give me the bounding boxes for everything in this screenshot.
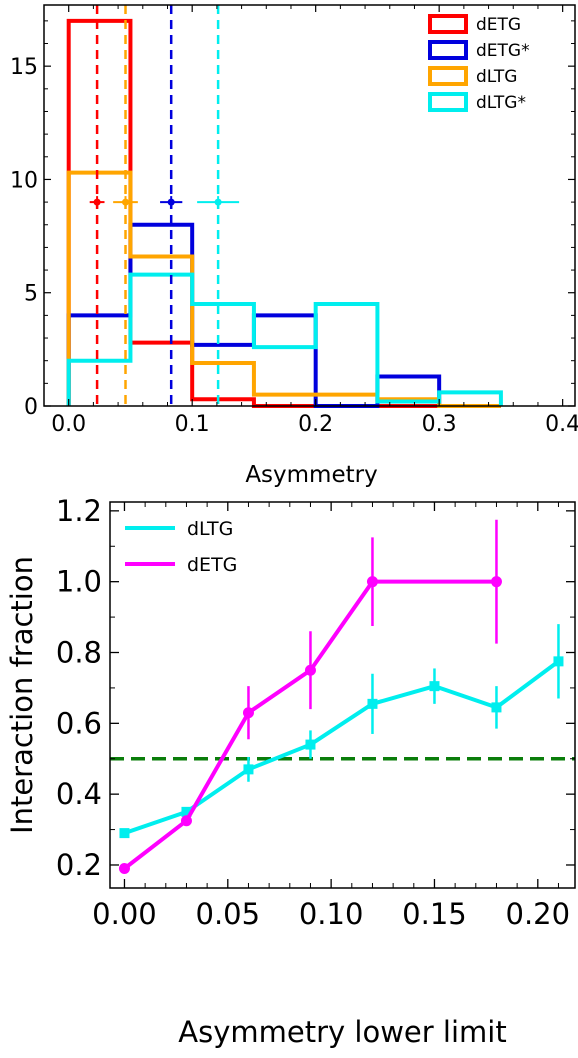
y-tick-label: 0.6 xyxy=(56,706,102,740)
x-tick-label: 0.10 xyxy=(299,897,364,931)
data-point-dltg xyxy=(181,806,192,817)
interaction-fraction-panel: 0.00 0.05 0.10 0.15 0.20 0.2 0.4 0.6 0.8 1.0 1.2 As… xyxy=(5,494,576,1049)
x-tick-label: 0.1 xyxy=(175,412,210,437)
data-point-dltg xyxy=(491,702,502,713)
y-tick-label: 1.2 xyxy=(56,494,102,528)
histogram-detg-star xyxy=(66,222,501,408)
median-marker-dltg-star xyxy=(214,198,222,206)
legend-swatch-detg xyxy=(428,14,468,34)
x-tick-label: 0.15 xyxy=(402,897,467,931)
legend-label: dLTG* xyxy=(476,93,526,113)
x-tick-label: 0.0 xyxy=(51,412,86,437)
data-point-dltg xyxy=(243,764,254,775)
y-tick-label: 0 xyxy=(24,395,38,420)
x-axis-label: Asymmetry xyxy=(245,462,377,488)
data-point-detg xyxy=(180,815,192,827)
data-point-detg xyxy=(118,863,130,875)
histogram-panel: 0.0 0.1 0.2 0.3 0.4 0 5 10 15 Asymmetry dETG dETG* d… xyxy=(10,4,578,488)
plot-frame xyxy=(43,4,576,407)
x-tick-label: 0.3 xyxy=(422,412,457,437)
data-point-detg xyxy=(304,664,316,676)
median-marker-detg xyxy=(93,198,101,206)
y-tick-label: 15 xyxy=(10,55,38,80)
histogram-dltg-star xyxy=(66,272,503,406)
y-tick-label: 10 xyxy=(10,168,38,193)
legend-label: dLTG xyxy=(476,67,517,87)
legend-label: dETG* xyxy=(476,41,530,61)
x-tick-label: 0.20 xyxy=(506,897,571,931)
legend-swatch-detg-star xyxy=(428,40,468,60)
x-tick-label: 0.05 xyxy=(196,897,261,931)
data-point-dltg xyxy=(553,656,564,667)
median-marker-dltg xyxy=(122,198,130,206)
y-axis-label: Interaction fraction xyxy=(5,556,39,834)
legend-label: dETG xyxy=(476,15,521,35)
median-marker-detg-star xyxy=(167,198,175,206)
data-point-dltg xyxy=(429,681,440,692)
plot-frame xyxy=(109,501,576,889)
histogram-dltg xyxy=(66,170,501,408)
y-tick-label: 1.0 xyxy=(56,565,102,599)
x-axis-label: Asymmetry lower limit xyxy=(178,1015,506,1049)
data-point-dltg xyxy=(367,698,378,709)
series-line-detg xyxy=(123,579,497,871)
y-tick-label: 5 xyxy=(24,282,38,307)
y-tick-label: 0.4 xyxy=(56,777,102,811)
data-point-detg xyxy=(490,576,502,588)
data-point-detg xyxy=(366,576,378,588)
y-tick-label: 0.2 xyxy=(56,848,102,882)
x-tick-label: 0.2 xyxy=(298,412,333,437)
legend-label: dETG xyxy=(187,554,237,576)
legend-label: dLTG xyxy=(187,518,233,540)
legend-swatch-dltg xyxy=(428,66,468,86)
x-tick-label: 0.00 xyxy=(92,897,157,931)
x-tick-label: 0.4 xyxy=(545,412,578,437)
data-point-dltg xyxy=(119,828,130,839)
legend-swatch-dltg-star xyxy=(428,92,468,112)
data-point-detg xyxy=(242,707,254,719)
y-tick-label: 0.8 xyxy=(56,636,102,670)
data-point-dltg xyxy=(305,739,316,750)
